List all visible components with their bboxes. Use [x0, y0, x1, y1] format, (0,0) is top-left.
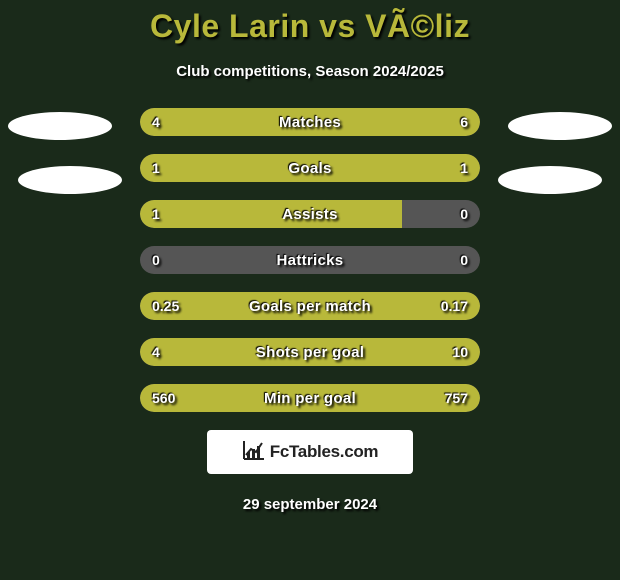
player2-badge-placeholder-2: [498, 166, 602, 194]
subtitle: Club competitions, Season 2024/2025: [0, 63, 620, 80]
stat-label: Hattricks: [140, 246, 480, 274]
stat-bar: 0.250.17Goals per match: [140, 292, 480, 320]
stat-bar: 00Hattricks: [140, 246, 480, 274]
player1-name: Cyle Larin: [150, 8, 310, 44]
stat-bar: 10Assists: [140, 200, 480, 228]
comparison-content: 46Matches 11Goals 10Assists 00Hattricks 0.25…: [0, 108, 620, 412]
stat-label: Goals per match: [140, 292, 480, 320]
stat-bar: 46Matches: [140, 108, 480, 136]
chart-icon: [242, 439, 266, 466]
stat-bars: 46Matches 11Goals 10Assists 00Hattricks 0.25…: [140, 108, 480, 412]
stat-bar: 410Shots per goal: [140, 338, 480, 366]
stat-label: Matches: [140, 108, 480, 136]
player2-name: VÃ©liz: [365, 8, 470, 44]
logo-text: FcTables.com: [270, 442, 379, 462]
vs-text: vs: [319, 8, 356, 44]
stat-label: Assists: [140, 200, 480, 228]
stat-label: Goals: [140, 154, 480, 182]
player1-badge-placeholder-1: [8, 112, 112, 140]
stat-bar: 11Goals: [140, 154, 480, 182]
fctables-logo[interactable]: FcTables.com: [207, 430, 413, 474]
player1-badge-placeholder-2: [18, 166, 122, 194]
player2-badge-placeholder-1: [508, 112, 612, 140]
stat-label: Shots per goal: [140, 338, 480, 366]
stat-bar: 560757Min per goal: [140, 384, 480, 412]
footer-date: 29 september 2024: [0, 496, 620, 513]
stat-label: Min per goal: [140, 384, 480, 412]
page-title: Cyle Larin vs VÃ©liz: [0, 0, 620, 45]
